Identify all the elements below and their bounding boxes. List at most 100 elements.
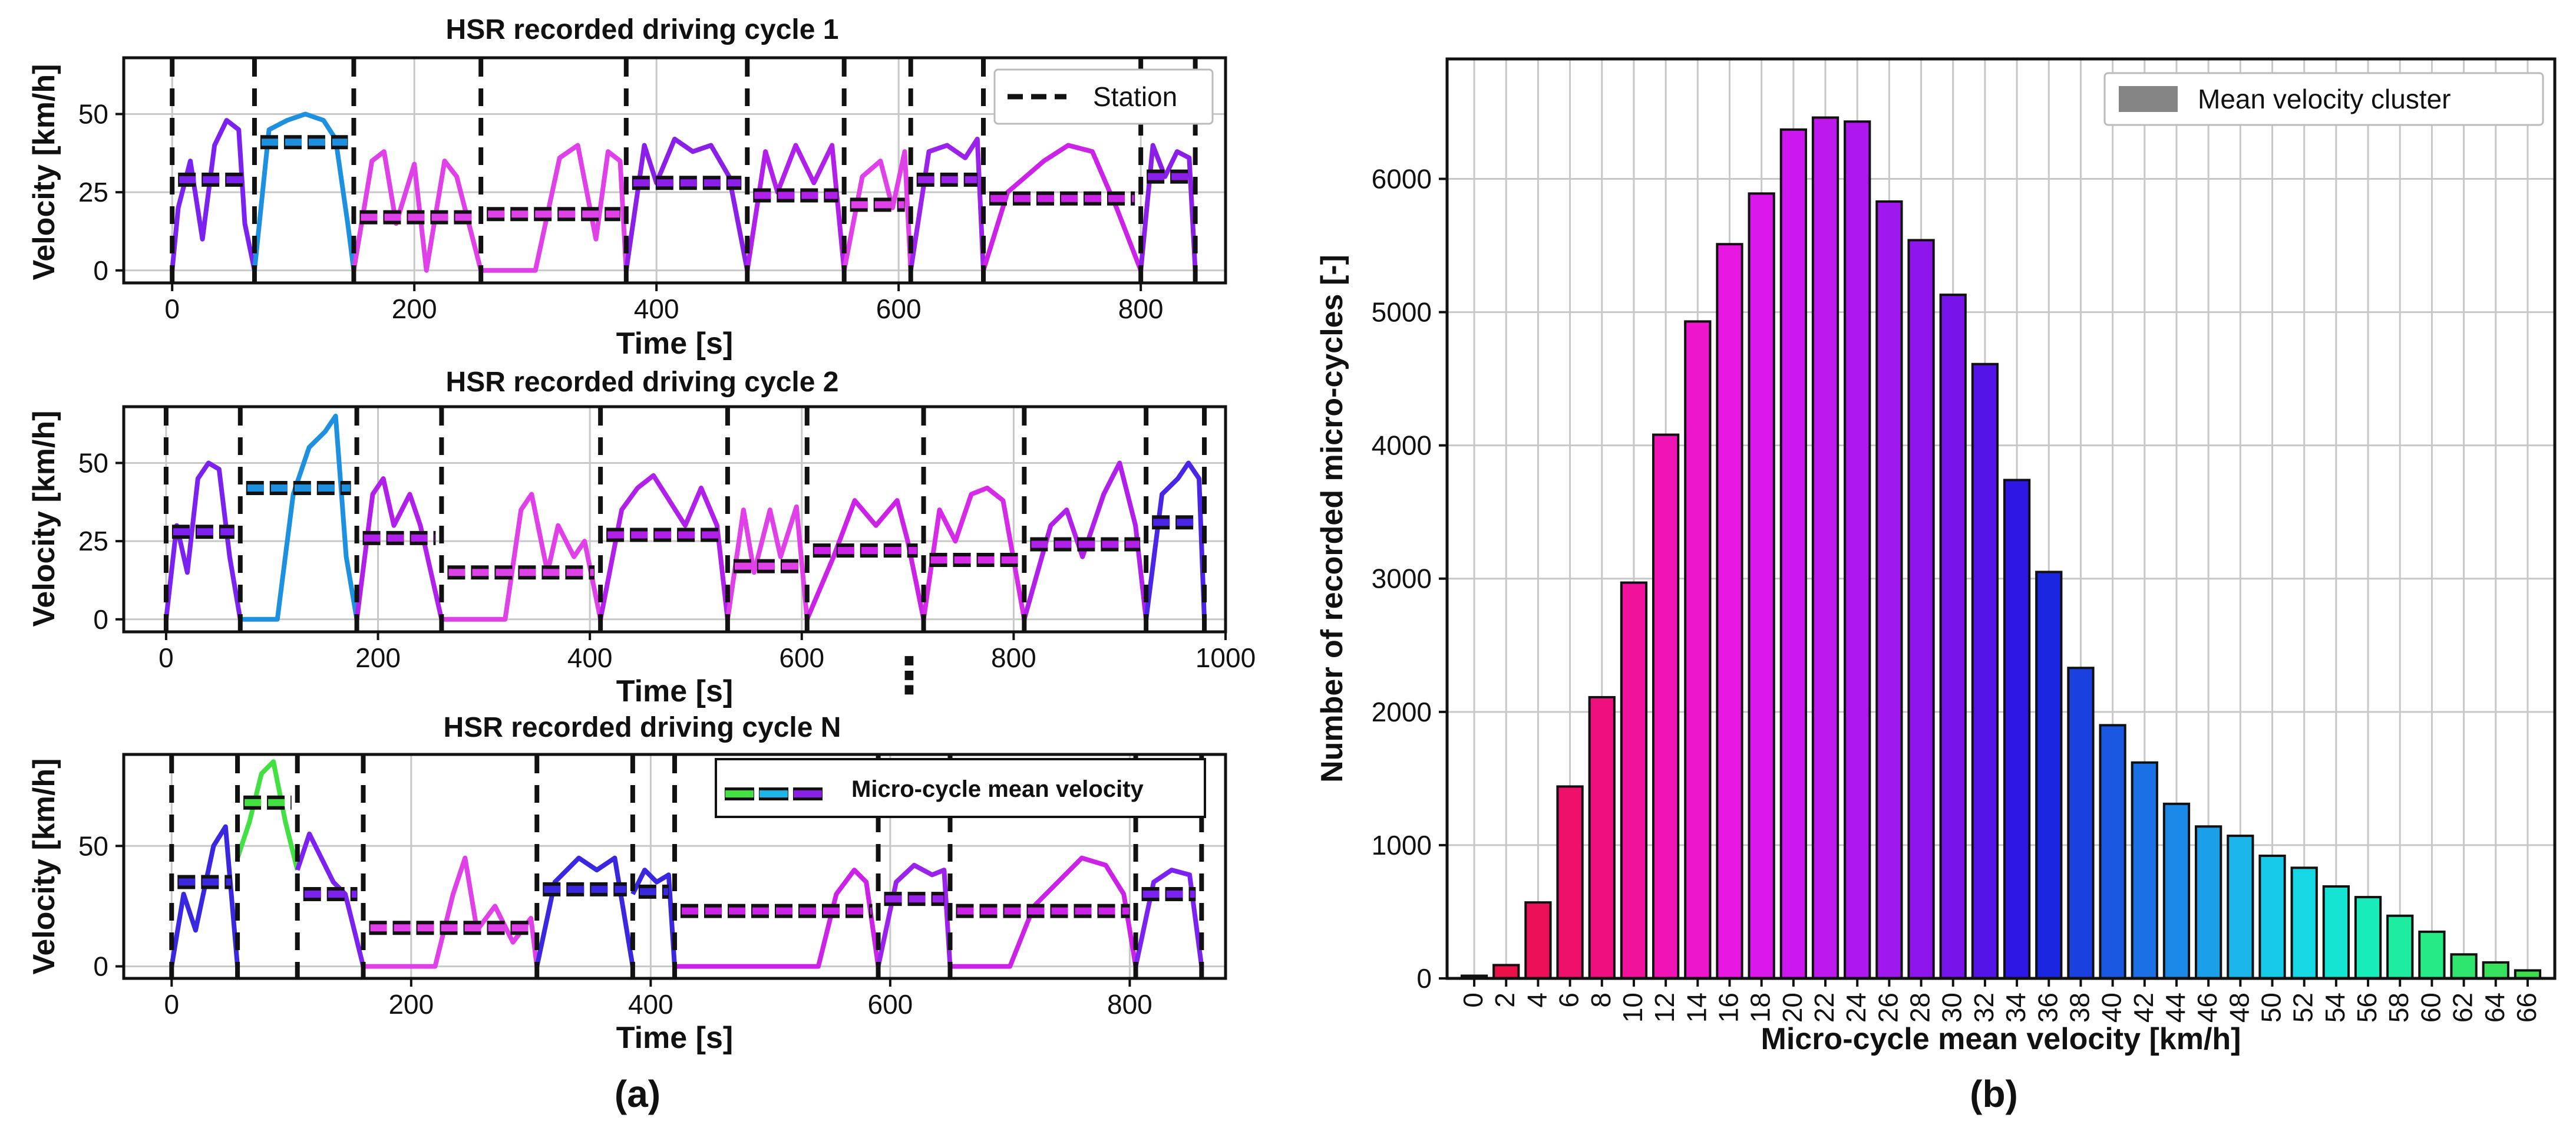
y-axis-label: Velocity [km/h]	[27, 64, 61, 281]
bar	[2195, 825, 2222, 980]
x-tick-label: 40	[2096, 993, 2127, 1023]
velocity-trace	[623, 136, 750, 271]
continuation-marker: ⋮	[884, 648, 934, 703]
x-tick-label: 64	[2479, 993, 2510, 1023]
bar	[2099, 724, 2126, 980]
driving-cycle-N-chart: HSR recorded driving cycle N 0 200 400 600 8…	[27, 712, 1227, 1055]
x-tick-label: 800	[991, 642, 1036, 673]
velocity-trace	[295, 831, 366, 967]
x-tick-label: 66	[2511, 993, 2542, 1023]
y-axis-label: Velocity [km/h]	[27, 759, 61, 975]
x-tick-label: 0	[158, 642, 174, 673]
y-axis-label: Number of recorded micro-cycles [-]	[1315, 255, 1349, 783]
y-tick-label: 1000	[1372, 830, 1432, 861]
x-tick-label: 30	[1937, 993, 1967, 1023]
x-tick-label: 36	[2032, 993, 2063, 1023]
x-tick-label: 52	[2288, 993, 2319, 1023]
bar	[1939, 294, 1967, 980]
x-tick-label: 58	[2383, 993, 2414, 1023]
velocity-trace	[725, 504, 810, 620]
velocity-trace	[363, 855, 540, 969]
y-tick-label: 50	[78, 448, 108, 479]
x-axis-label: Time [s]	[616, 1021, 733, 1055]
x-tick-label: 600	[867, 989, 913, 1020]
bar	[1748, 192, 1775, 980]
bar	[2162, 802, 2191, 980]
x-tick-label: 56	[2352, 993, 2382, 1023]
x-axis-label: Time [s]	[616, 674, 733, 708]
velocity-trace	[630, 868, 677, 967]
velocity-trace	[354, 476, 444, 620]
bar	[1620, 581, 1648, 980]
x-tick-label: 16	[1713, 993, 1743, 1023]
x-tick-label: 48	[2224, 993, 2254, 1023]
panel-label-b: (b)	[1970, 1073, 2018, 1115]
x-tick-label: 18	[1745, 993, 1776, 1023]
x-tick-label: 38	[2064, 993, 2095, 1023]
x-tick-label: 800	[1107, 989, 1152, 1020]
velocity-trace	[981, 143, 1143, 272]
x-tick-label: 1000	[1195, 642, 1256, 673]
velocity-trace	[876, 862, 953, 967]
chart-title: HSR recorded driving cycle 2	[446, 367, 839, 398]
velocity-trace	[240, 413, 359, 622]
x-tick-label: 600	[876, 294, 922, 324]
legend-box	[2103, 72, 2544, 126]
velocity-trace	[950, 855, 1138, 969]
legend-cluster-label: Mean velocity cluster	[2198, 84, 2451, 114]
x-tick-label: 4	[1521, 993, 1552, 1008]
bar	[1716, 243, 1743, 980]
bar	[2131, 761, 2158, 980]
velocity-trace	[534, 855, 635, 967]
bar	[1524, 901, 1552, 980]
velocity-trace	[169, 824, 240, 967]
velocity-trace	[908, 136, 986, 271]
x-tick-label: 400	[567, 642, 613, 673]
y-axis-label: Velocity [km/h]	[27, 411, 61, 627]
y-tick-label: 2000	[1372, 697, 1432, 727]
x-tick-label: 8	[1586, 993, 1616, 1008]
x-tick-label: 26	[1872, 993, 1903, 1023]
velocity-trace	[921, 485, 1027, 620]
x-tick-label: 62	[2448, 993, 2478, 1023]
legend-box	[993, 68, 1214, 125]
velocity-trace	[252, 111, 356, 271]
x-tick-label: 50	[2256, 993, 2287, 1023]
x-tick-label: 60	[2415, 993, 2446, 1023]
legend: Station	[993, 68, 1214, 125]
x-tick-label: 400	[634, 294, 679, 324]
velocity-trace	[1144, 460, 1207, 620]
driving-cycle-1-chart: HSR recorded driving cycle 1 0 200 400 600 8…	[27, 14, 1227, 361]
y-tick-label: 0	[93, 255, 108, 286]
y-tick-label: 4000	[1372, 430, 1432, 461]
bar	[2354, 896, 2382, 980]
bar	[2003, 479, 2031, 980]
chart-title: HSR recorded driving cycle 1	[446, 14, 839, 45]
bar	[1971, 362, 1999, 980]
legend: Micro-cycle mean velocity	[715, 758, 1206, 818]
driving-cycle-2-chart: HSR recorded driving cycle 2 0 200 400 600 8…	[27, 367, 1256, 708]
bar	[2067, 667, 2095, 980]
y-tick-label: 50	[78, 830, 108, 861]
y-tick-label: 3000	[1372, 563, 1432, 594]
bar	[2322, 885, 2350, 980]
y-tick-label: 50	[78, 99, 108, 130]
plot-frame	[122, 56, 1227, 285]
x-tick-label: 800	[1118, 294, 1164, 324]
x-tick-label: 400	[628, 989, 673, 1020]
velocity-trace	[481, 143, 629, 273]
bar	[1652, 433, 1680, 980]
bar	[2258, 855, 2286, 980]
velocity-trace	[841, 149, 913, 271]
velocity-trace	[598, 473, 730, 620]
x-tick-label: 20	[1777, 993, 1808, 1023]
bar	[2418, 930, 2446, 980]
bar	[2290, 866, 2318, 980]
x-tick-label: 32	[1969, 993, 1999, 1023]
x-axis-label: Time [s]	[616, 327, 733, 361]
bar	[2450, 953, 2478, 980]
x-tick-label: 34	[2000, 993, 2031, 1023]
x-tick-label: 0	[164, 989, 180, 1020]
x-tick-label: 22	[1809, 993, 1839, 1023]
